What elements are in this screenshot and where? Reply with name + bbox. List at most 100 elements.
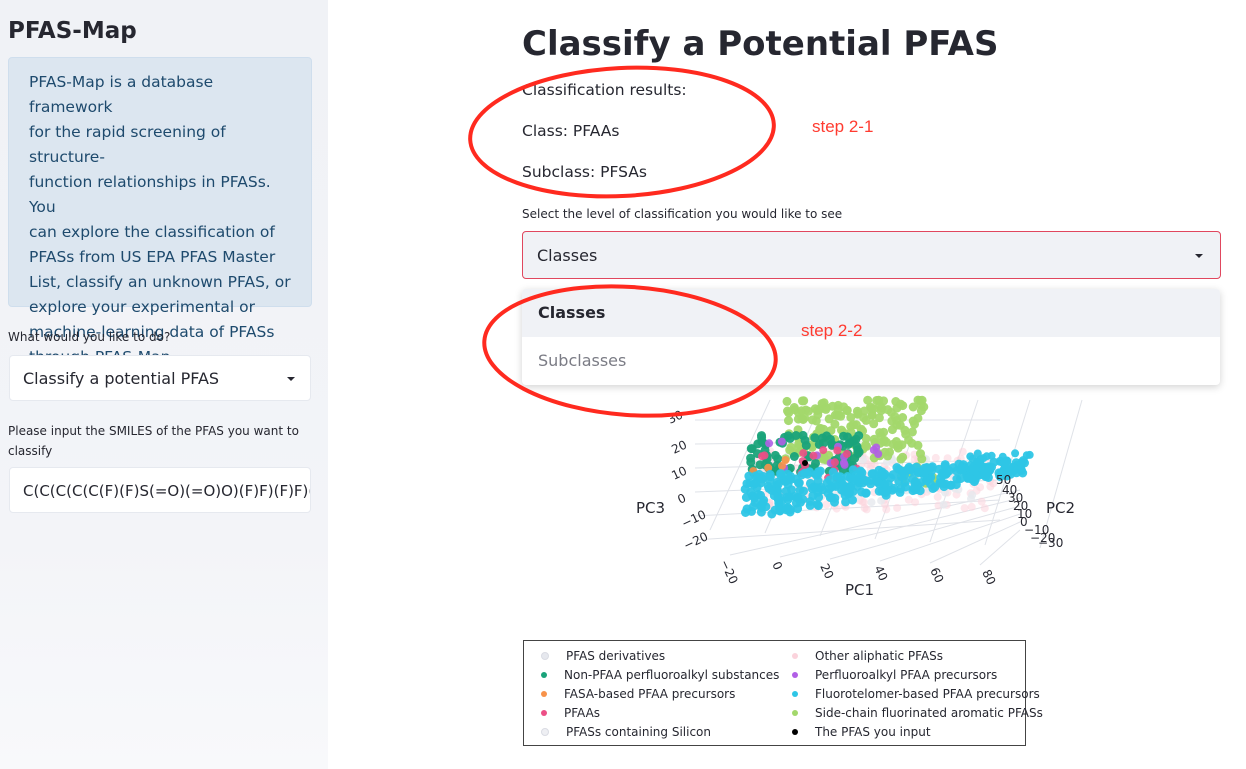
plot-point xyxy=(848,474,858,484)
tick-label: 0 xyxy=(1020,515,1028,529)
tick-label: 10 xyxy=(1017,507,1032,521)
plot-point xyxy=(797,396,807,406)
plot-point xyxy=(989,457,999,467)
legend-item[interactable]: Perfluoroalkyl PFAA precursors xyxy=(792,665,997,684)
tick-label: 0 xyxy=(675,491,688,507)
plot-point xyxy=(746,457,756,467)
mode-select[interactable]: Classify a potential PFAS xyxy=(9,355,311,401)
plot-point xyxy=(874,395,884,405)
page-title: Classify a Potential PFAS xyxy=(522,24,999,64)
tick-label: 30 xyxy=(665,408,685,427)
legend-item[interactable]: PFAS derivatives xyxy=(541,646,665,665)
plot-point xyxy=(824,484,834,494)
plot-points xyxy=(740,395,1034,519)
info-line: function relationships in PFASs. You xyxy=(29,173,271,216)
plot-point xyxy=(778,461,786,470)
plot-point xyxy=(765,476,775,485)
plot-point xyxy=(917,454,927,464)
legend-item[interactable]: Other aliphatic PFASs xyxy=(792,646,943,665)
chevron-down-icon xyxy=(287,377,295,381)
plot-point xyxy=(889,483,899,493)
tick-label: 20 xyxy=(669,438,689,457)
plot-point xyxy=(987,451,996,460)
dropdown-option-subclasses[interactable]: Subclasses xyxy=(538,351,627,370)
level-select[interactable]: Classes xyxy=(522,231,1221,279)
plot-point xyxy=(809,451,818,460)
plot-point xyxy=(783,480,793,489)
legend-item[interactable]: The PFAS you input xyxy=(792,722,931,741)
step-annotation-2: step 2-2 xyxy=(801,321,863,340)
plot-point xyxy=(784,416,793,426)
plot-point xyxy=(799,486,808,496)
plot-point xyxy=(910,485,920,495)
plot-point xyxy=(867,404,877,414)
step-annotation-1: step 2-1 xyxy=(812,117,874,136)
plot-point xyxy=(882,505,891,514)
plot-point xyxy=(933,492,942,501)
legend-label: Perfluoroalkyl PFAA precursors xyxy=(815,667,998,682)
info-line: PFAS-Map is a database framework xyxy=(29,73,214,116)
plot-point xyxy=(887,425,897,435)
smiles-label-line: classify xyxy=(8,444,53,458)
grid-line xyxy=(979,529,1021,566)
plot-point xyxy=(898,413,908,422)
plot-point xyxy=(939,500,948,509)
legend-item[interactable]: Non-PFAA perfluoroalkyl substances xyxy=(541,665,779,684)
legend-marker xyxy=(541,690,547,697)
plot-point xyxy=(798,430,808,440)
plot-point xyxy=(922,476,932,486)
plot-point xyxy=(816,482,826,492)
plot-point xyxy=(839,458,848,467)
plot-point xyxy=(740,484,750,494)
info-line: for the rapid screening of structure- xyxy=(29,123,226,166)
legend-item[interactable]: Side-chain fluorinated aromatic PFASs xyxy=(792,703,1043,722)
plot-point xyxy=(898,452,908,462)
plot-point xyxy=(969,465,979,475)
plot-point xyxy=(767,509,777,519)
legend-item[interactable]: Fluorotelomer-based PFAA precursors xyxy=(792,684,1040,703)
plot-point xyxy=(877,496,886,505)
legend-marker xyxy=(541,671,547,678)
legend-label: FASA-based PFAA precursors xyxy=(564,686,736,701)
legend-marker xyxy=(792,709,798,716)
plot-point xyxy=(1020,458,1029,468)
plot-point xyxy=(874,413,884,423)
pc1-axis-label: PC1 xyxy=(845,581,874,599)
plot-point xyxy=(931,453,940,462)
plot-point xyxy=(852,406,862,416)
tick-label: 30 xyxy=(1008,491,1023,505)
plot-point xyxy=(756,503,766,513)
plot-point xyxy=(915,396,925,405)
legend-item[interactable]: PFAAs xyxy=(541,703,600,722)
plot-point xyxy=(901,482,911,492)
level-label: Select the level of classification you w… xyxy=(522,207,843,221)
plot-point xyxy=(867,410,877,420)
smiles-input[interactable]: C(C(C(C(C(F)(F)S(=O)(=O)O)(F)F)(F)F)(F)F… xyxy=(9,467,311,513)
info-box: PFAS-Map is a database framework for the… xyxy=(8,57,312,366)
plot-point xyxy=(942,468,952,478)
plot-point xyxy=(807,415,817,425)
legend-item[interactable]: FASA-based PFAA precursors xyxy=(541,684,735,703)
plot-point xyxy=(1005,465,1015,475)
plot-point xyxy=(782,505,792,515)
plot-point xyxy=(758,438,768,448)
legend-marker xyxy=(792,728,798,735)
plot-point xyxy=(916,406,926,416)
plot-point xyxy=(914,468,924,478)
plot-point xyxy=(781,486,791,496)
grid-line xyxy=(929,521,1021,564)
tick-label: 40 xyxy=(1002,483,1017,497)
plot-point xyxy=(852,481,862,491)
plot-point xyxy=(773,454,783,464)
plot-point xyxy=(853,449,863,458)
grid-line xyxy=(694,519,1001,541)
tick-label: 80 xyxy=(979,567,998,587)
plot-point xyxy=(968,490,977,499)
info-line: machine-learning data of PFASs xyxy=(29,323,275,341)
plot-point xyxy=(908,416,918,426)
legend-item[interactable]: PFASs containing Silicon xyxy=(541,722,711,741)
dropdown-option-classes[interactable]: Classes xyxy=(522,289,1220,337)
tick-label: 20 xyxy=(817,561,836,581)
plot-point xyxy=(880,469,890,479)
